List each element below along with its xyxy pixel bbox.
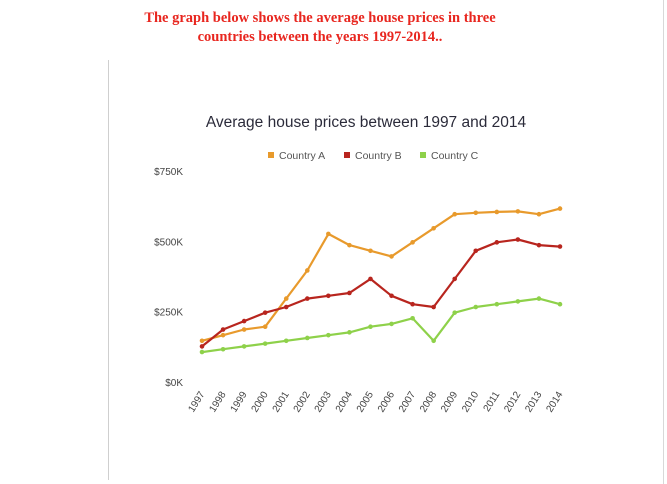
data-point xyxy=(220,346,226,352)
data-point xyxy=(557,301,563,307)
page-edge xyxy=(663,0,664,484)
series-line xyxy=(201,297,561,354)
chart-frame xyxy=(108,60,659,480)
x-tick-label: 2003 xyxy=(313,389,334,414)
data-point xyxy=(557,244,563,249)
x-tick-label: 1997 xyxy=(186,389,207,414)
data-point xyxy=(536,242,542,248)
data-point xyxy=(473,304,479,310)
data-point xyxy=(283,296,289,301)
x-tick-label: 2004 xyxy=(334,389,355,414)
x-tick-label: 1998 xyxy=(207,389,228,414)
x-tick-label: 2009 xyxy=(439,389,460,414)
data-point xyxy=(431,304,436,310)
data-point xyxy=(241,318,247,324)
data-point xyxy=(557,206,563,211)
caption: The graph below shows the average house … xyxy=(0,9,640,47)
x-tick-label: 2014 xyxy=(544,389,565,414)
x-tick-label: 2011 xyxy=(482,389,503,413)
x-tick-label: 2005 xyxy=(355,389,376,414)
data-point xyxy=(368,248,373,254)
data-point xyxy=(389,293,394,299)
data-point xyxy=(452,276,458,282)
legend-label: Country A xyxy=(279,150,325,162)
data-point xyxy=(241,344,247,349)
data-point xyxy=(220,332,226,338)
y-tick-label: $750K xyxy=(154,167,183,178)
legend-swatch xyxy=(420,152,426,158)
data-point xyxy=(368,324,373,330)
data-point xyxy=(536,296,542,301)
data-point xyxy=(473,210,479,216)
x-tick-label: 2007 xyxy=(397,389,418,414)
y-tick-label: $0K xyxy=(165,378,183,389)
legend: Country A Country B Country C xyxy=(268,150,479,162)
x-tick-label: 2010 xyxy=(460,389,481,414)
data-point xyxy=(262,310,268,315)
data-point xyxy=(262,324,268,330)
data-point xyxy=(410,301,415,307)
y-tick-label: $500K xyxy=(154,237,183,248)
data-point xyxy=(304,335,310,341)
legend-swatch xyxy=(344,152,350,158)
data-point xyxy=(515,209,521,214)
x-tick-label: 2012 xyxy=(502,389,523,414)
data-point xyxy=(326,332,331,338)
data-point xyxy=(368,276,373,282)
data-point xyxy=(262,341,268,346)
data-point xyxy=(515,299,521,304)
data-point xyxy=(241,327,247,332)
x-tick-label: 2002 xyxy=(292,389,313,414)
data-point xyxy=(431,225,436,231)
legend-label: Country C xyxy=(431,150,479,162)
x-tick-label: 2001 xyxy=(271,389,292,414)
x-tick-label: 2000 xyxy=(250,389,271,414)
series-line xyxy=(201,238,561,348)
data-point xyxy=(452,211,458,217)
x-tick-label: 2008 xyxy=(418,389,439,414)
data-point xyxy=(410,240,415,245)
data-point xyxy=(494,209,500,215)
x-tick-label: 1999 xyxy=(229,389,250,414)
series-group xyxy=(199,206,563,355)
data-point xyxy=(347,242,352,248)
x-axis: 1997 1998 1999 2000 2001 2002 2003 2004 2005 2006… xyxy=(186,389,565,414)
x-tick-label: 2013 xyxy=(523,389,544,414)
data-point xyxy=(431,338,436,344)
legend-swatch xyxy=(268,152,274,158)
data-point xyxy=(389,321,394,327)
data-point xyxy=(326,293,331,299)
data-point xyxy=(452,310,458,315)
caption-line-2: countries between the years 1997-2014.. xyxy=(197,29,443,45)
data-point xyxy=(283,304,289,310)
data-point xyxy=(410,315,415,321)
data-point xyxy=(473,248,479,254)
data-point xyxy=(494,301,500,307)
x-tick-label: 2006 xyxy=(376,389,397,414)
data-point xyxy=(536,211,542,217)
y-tick-label: $250K xyxy=(154,308,183,319)
data-point xyxy=(304,296,310,301)
y-axis: $0K $250K $500K $750K xyxy=(154,167,183,389)
data-point xyxy=(347,290,352,296)
data-point xyxy=(283,338,289,344)
chart-title: Average house prices between 1997 and 20… xyxy=(206,114,527,131)
caption-line-1: The graph below shows the average house … xyxy=(144,10,496,26)
data-point xyxy=(199,344,205,349)
data-point xyxy=(199,349,205,355)
series-line xyxy=(201,207,561,342)
data-point xyxy=(494,240,500,245)
legend-label: Country B xyxy=(355,150,402,162)
data-point xyxy=(326,231,331,237)
data-point xyxy=(515,237,521,242)
data-point xyxy=(220,327,226,332)
data-point xyxy=(304,268,310,273)
data-point xyxy=(199,338,205,344)
data-point xyxy=(389,254,394,259)
data-point xyxy=(347,330,352,335)
